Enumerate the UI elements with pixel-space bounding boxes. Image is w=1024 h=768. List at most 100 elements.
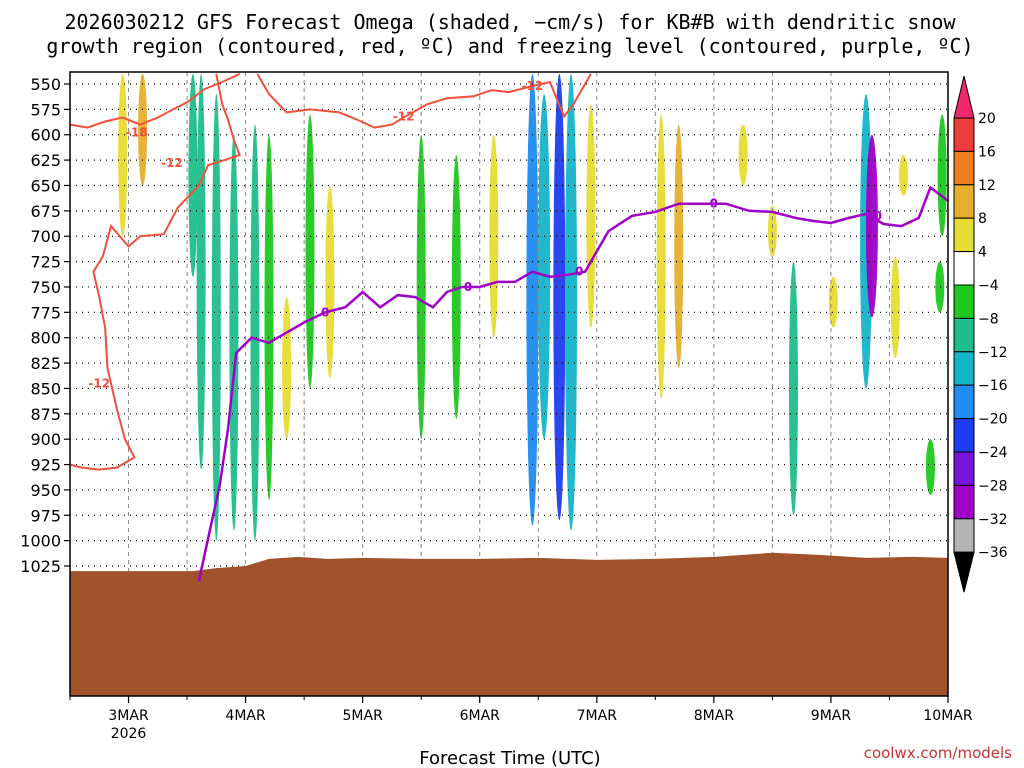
y-tick-label-7: 725 <box>30 253 61 272</box>
omega-streak-5 <box>229 134 239 531</box>
x-tick-label-7: 10MAR <box>923 708 972 724</box>
x-tick-label-6: 9MAR <box>811 708 852 724</box>
omega-streak-19 <box>656 114 666 399</box>
y-tick-label-1: 575 <box>30 100 61 119</box>
x-tick-label-0: 3MAR <box>108 708 149 724</box>
colorbar-swatch-13 <box>953 518 975 553</box>
title-line-1: 2026030212 GFS Forecast Omega (shaded, −… <box>64 10 956 34</box>
colorbar-swatch-2 <box>953 150 975 186</box>
omega-streak-12 <box>451 155 461 419</box>
y-tick-label-5: 675 <box>30 202 61 221</box>
dgz-label-3: -12 <box>393 109 415 123</box>
y-axis: 550 575 600 625 650 675 700 725 750 775 800 825 850 8… <box>20 75 70 576</box>
colorbar-swatch-4 <box>953 217 975 253</box>
omega-streak-24 <box>828 276 838 328</box>
credit-text: coolwx.com/models <box>864 744 1012 762</box>
dgz-contour-2 <box>256 73 592 129</box>
freezing-label-4: 0 <box>874 209 882 223</box>
colorbar-label-11: −28 <box>978 478 1008 494</box>
colorbar-label-9: −20 <box>978 412 1008 428</box>
colorbar-label-1: 16 <box>978 144 996 160</box>
omega-streak-20 <box>674 124 684 369</box>
freezing-label-3: 0 <box>710 197 718 211</box>
dendritic-growth-contours: -18 -12 -12 -12 -12 <box>69 72 592 471</box>
omega-streak-23 <box>788 261 798 516</box>
y-tick-label-4: 650 <box>30 176 61 195</box>
x-tick-label-1: 4MAR <box>225 708 266 724</box>
y-tick-label-8: 750 <box>30 278 61 297</box>
colorbar-label-12: −32 <box>978 512 1008 528</box>
freezing-level-line <box>197 185 949 582</box>
omega-streak-6 <box>250 124 260 541</box>
y-tick-label-11: 825 <box>30 354 61 373</box>
colorbar-label-2: 12 <box>978 178 996 194</box>
y-tick-label-3: 625 <box>30 151 61 170</box>
y-tick-label-9: 775 <box>30 303 61 322</box>
dgz-contour-1 <box>69 73 242 471</box>
y-tick-label-14: 900 <box>30 430 61 449</box>
colorbar-bottom-arrow <box>953 551 975 593</box>
y-tick-label-2: 600 <box>30 126 61 145</box>
omega-streak-8 <box>282 297 292 440</box>
colorbar-swatch-9 <box>953 384 975 420</box>
omega-streak-17 <box>565 73 578 531</box>
dgz-label-4: -12 <box>522 79 544 93</box>
x-axis: 3MAR 2026 4MAR 5MAR 6MAR 7MAR 8MAR 9MAR 10MAR <box>69 696 973 742</box>
freezing-label-1: 0 <box>464 280 472 294</box>
omega-streak-30 <box>937 114 947 237</box>
title-line-2: growth region (contoured, red, ºC) and f… <box>46 34 973 58</box>
x-tick-label-3: 6MAR <box>460 708 501 724</box>
omega-streak-29 <box>925 439 935 495</box>
y-tick-label-17: 975 <box>30 506 61 525</box>
omega-streak-14 <box>526 73 539 526</box>
x-axis-label: Forecast Time (UTC) <box>419 748 600 768</box>
x-tick-label-4: 7MAR <box>577 708 618 724</box>
terrain-fill <box>70 552 948 696</box>
colorbar-label-5: −4 <box>978 278 999 294</box>
y-tick-label-16: 950 <box>30 481 61 500</box>
colorbar-label-10: −24 <box>978 445 1008 461</box>
omega-shading-layer <box>118 73 947 541</box>
omega-streak-18 <box>586 104 596 328</box>
colorbar-swatch-6 <box>953 284 975 319</box>
omega-streak-22 <box>767 205 777 257</box>
omega-streak-16 <box>553 73 566 521</box>
y-tick-label-12: 850 <box>30 379 61 398</box>
colorbar-swatch-7 <box>953 317 975 353</box>
y-tick-label-6: 700 <box>30 227 61 246</box>
colorbar-swatch-11 <box>953 451 975 486</box>
colorbar: 20 16 12 8 4 −4 −8 −12 −16 −20 −24 −28 −32 −36 <box>953 75 1008 593</box>
freezing-level-contour: 0 0 0 0 0 <box>197 185 949 582</box>
omega-streak-21 <box>738 124 748 186</box>
y-tick-label-19: 1025 <box>20 557 61 576</box>
omega-streak-2 <box>188 73 198 277</box>
dgz-label-0: -18 <box>126 126 148 140</box>
dgz-contour-0 <box>69 72 241 129</box>
colorbar-swatch-5 <box>953 251 975 286</box>
y-tick-label-10: 800 <box>30 329 61 348</box>
y-tick-label-0: 550 <box>30 75 61 94</box>
omega-streak-31 <box>935 261 945 313</box>
omega-streak-9 <box>305 114 315 389</box>
omega-streak-0 <box>118 73 128 237</box>
omega-streak-28 <box>890 256 900 358</box>
omega-streak-1 <box>138 73 148 186</box>
colorbar-top-arrow <box>953 75 975 119</box>
omega-streak-27 <box>899 155 909 196</box>
colorbar-swatch-1 <box>953 117 975 152</box>
x-tick-sublabel-0: 2026 <box>111 726 147 742</box>
colorbar-label-4: 4 <box>978 245 987 261</box>
omega-streak-4 <box>211 94 221 541</box>
y-tick-label-15: 925 <box>30 456 61 475</box>
omega-streak-15 <box>538 94 551 440</box>
colorbar-label-3: 8 <box>978 211 987 227</box>
freezing-label-0: 0 <box>321 305 329 319</box>
colorbar-swatch-3 <box>953 184 975 219</box>
omega-streak-3 <box>196 73 206 470</box>
colorbar-label-8: −16 <box>978 378 1008 394</box>
y-tick-label-18: 1000 <box>20 532 61 551</box>
dgz-label-2: -12 <box>88 376 110 390</box>
x-tick-label-5: 8MAR <box>694 708 735 724</box>
colorbar-swatch-12 <box>953 484 975 520</box>
